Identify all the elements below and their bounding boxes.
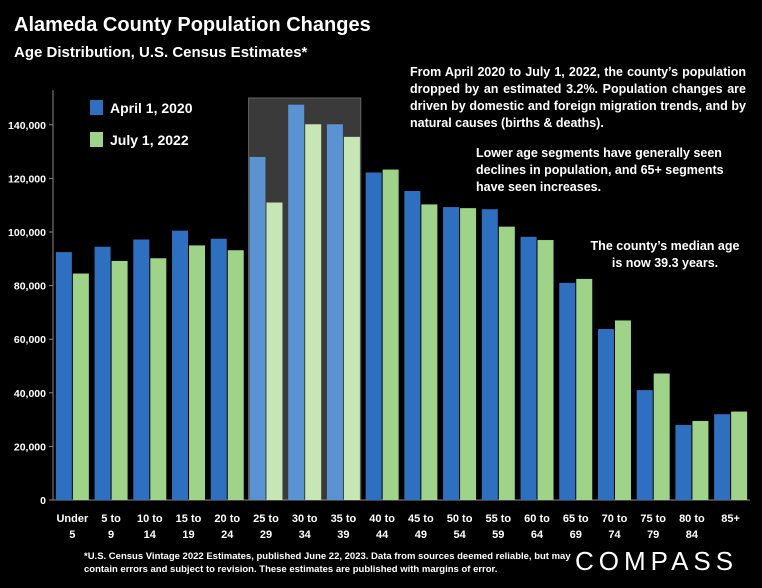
bar-april-1-2020-70-to-74 [597,329,614,500]
bar-july-1-2022-85 [731,411,748,500]
x-tick-label: 34 [299,529,312,541]
x-tick-label: 49 [415,529,427,541]
bar-april-1-2020-40-to-44 [365,172,382,500]
x-tick-label: 85+ [721,513,740,525]
bar-july-1-2022-50-to-54 [460,208,477,500]
bar-july-1-2022-5-to-9 [111,260,128,500]
x-tick-label: 75 to [640,513,666,525]
x-tick-label: 84 [686,529,699,541]
x-tick-label: 79 [647,529,659,541]
x-tick-label: 19 [182,529,194,541]
x-tick-label: 29 [260,529,272,541]
bar-july-1-2022-80-to-84 [692,420,709,500]
bar-july-1-2022-55-to-59 [498,226,515,500]
bar-april-1-2020-45-to-49 [404,190,421,500]
age-segment-note: Lower age segments have generally seen d… [476,146,724,194]
x-tick-label: 60 to [524,513,550,525]
bar-april-1-2020-55-to-59 [481,209,498,500]
bar-april-1-2020-under-5 [55,252,72,500]
bar-april-1-2020-30-to-34 [288,104,305,500]
x-tick-label: 25 to [253,513,279,525]
bar-july-1-2022-75-to-79 [653,373,670,500]
x-tick-label: 55 to [485,513,511,525]
legend-swatch-april-1-2020 [90,100,103,115]
compass-logo: COMPASS [575,546,739,576]
x-tick-label: 59 [492,529,504,541]
population-change-note: From April 2020 to July 1, 2022, the cou… [410,65,746,130]
y-tick-label: 100,000 [8,227,46,239]
x-tick-label: 15 to [176,513,202,525]
bar-april-1-2020-65-to-69 [559,282,576,500]
x-tick-label: 74 [608,529,621,541]
bar-july-1-2022-65-to-69 [576,278,593,500]
x-tick-label: 20 to [214,513,240,525]
bar-july-1-2022-35-to-39 [343,136,360,501]
bar-april-1-2020-85 [714,414,731,500]
chart-title: Alameda County Population Changes [14,14,371,36]
footnote: *U.S. Census Vintage 2022 Estimates, pub… [84,551,571,575]
x-tick-label: 40 to [369,513,395,525]
bar-july-1-2022-25-to-29 [266,202,283,500]
x-tick-label: 5 [69,529,75,541]
bar-april-1-2020-10-to-14 [133,239,150,500]
y-tick-label: 60,000 [14,334,46,346]
y-tick-label: 120,000 [8,173,46,185]
y-tick-label: 0 [40,495,46,507]
x-tick-label: 14 [144,529,157,541]
bar-april-1-2020-50-to-54 [443,207,460,501]
x-tick-label: Under [56,513,89,525]
bar-april-1-2020-25-to-29 [249,156,266,500]
bar-april-1-2020-80-to-84 [675,424,692,500]
x-tick-label: 50 to [447,513,473,525]
bar-april-1-2020-15-to-19 [172,230,189,500]
bar-april-1-2020-20-to-24 [210,238,227,500]
legend-label-april-1-2020: April 1, 2020 [110,100,193,116]
x-tick-label: 24 [221,529,234,541]
bar-april-1-2020-75-to-79 [636,390,653,500]
x-tick-label: 39 [337,529,349,541]
bar-july-1-2022-15-to-19 [189,245,206,500]
x-tick-label: 10 to [137,513,163,525]
x-tick-label: 80 to [679,513,705,525]
x-tick-label: 44 [376,529,389,541]
x-tick-label: 54 [453,529,466,541]
bar-july-1-2022-20-to-24 [227,250,244,500]
bar-april-1-2020-5-to-9 [94,246,111,500]
legend-label-july-1-2022: July 1, 2022 [110,132,189,148]
x-tick-label: 65 to [563,513,589,525]
bar-july-1-2022-45-to-49 [421,204,438,500]
bar-april-1-2020-35-to-39 [326,124,343,500]
x-tick-label: 5 to [101,513,121,525]
x-tick-label: 30 to [292,513,318,525]
y-tick-label: 140,000 [8,120,46,132]
x-tick-label: 9 [108,529,114,541]
y-tick-label: 40,000 [14,388,46,400]
x-tick-label: 35 to [331,513,357,525]
bar-july-1-2022-40-to-44 [382,169,399,500]
bar-july-1-2022-30-to-34 [305,124,322,500]
bar-july-1-2022-under-5 [72,273,89,500]
median-age-note: The county’s median age is now 39.3 year… [590,239,740,270]
bar-april-1-2020-60-to-64 [520,236,537,500]
y-tick-label: 80,000 [14,281,46,293]
y-tick-label: 20,000 [14,441,46,453]
bar-july-1-2022-70-to-74 [614,320,631,500]
legend-swatch-july-1-2022 [90,132,103,147]
chart-subtitle: Age Distribution, U.S. Census Estimates* [14,44,308,61]
x-tick-label: 70 to [602,513,628,525]
bar-july-1-2022-60-to-64 [537,240,554,501]
x-tick-label: 69 [570,529,582,541]
bar-july-1-2022-10-to-14 [150,258,167,500]
x-tick-label: 64 [531,529,544,541]
x-tick-label: 45 to [408,513,434,525]
